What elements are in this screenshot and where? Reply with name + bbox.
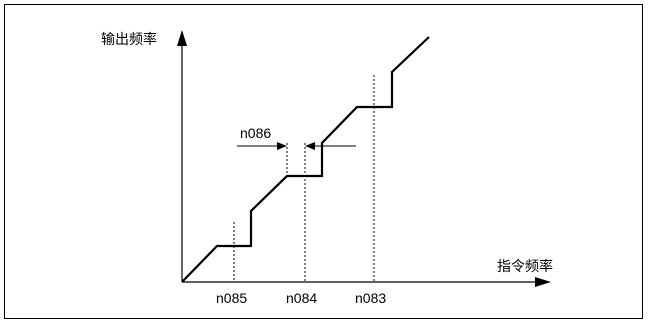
jump-point-label-n083: n083 [355,290,386,306]
output-frequency-curve [181,36,430,283]
jump-point-label-n084: n084 [286,290,317,306]
jump-point-label-n085: n085 [216,290,247,306]
diagram-frame [4,4,643,319]
x-axis-arrowhead [535,277,551,287]
y-axis-label: 输出频率 [101,31,157,47]
y-axis-arrowhead [177,30,187,46]
jump-width-label: n086 [240,125,271,141]
x-axis-label: 指令频率 [497,258,553,274]
